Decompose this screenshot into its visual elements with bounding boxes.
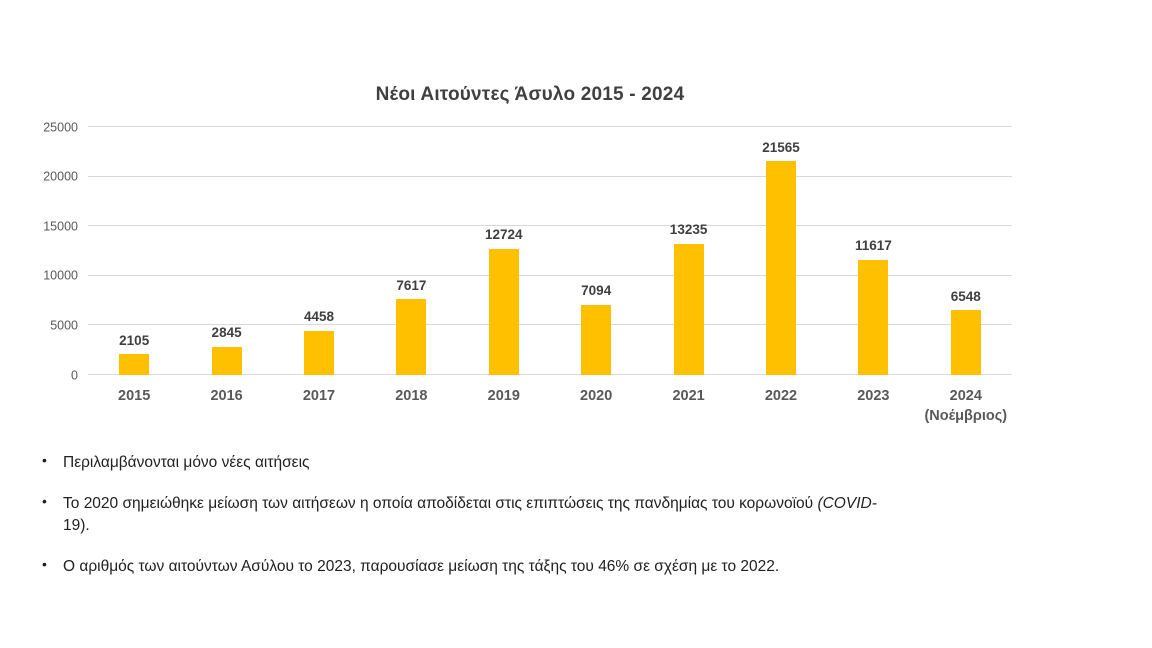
category-label: 2022 xyxy=(765,388,797,405)
category-label-year: 2023 xyxy=(857,388,890,404)
bar xyxy=(673,243,704,375)
gridline xyxy=(88,324,1012,326)
category-label-year: 2018 xyxy=(395,388,428,404)
category-label: 2019 xyxy=(488,388,520,405)
bar xyxy=(950,310,981,375)
bar-slot: 4458 2017 xyxy=(273,127,365,404)
bar xyxy=(488,248,519,375)
value-label: 12724 xyxy=(485,227,523,243)
category-label: 2018 xyxy=(395,388,427,405)
notes-list: • Περιλαμβάνονται μόνο νέες αιτήσεις • Τ… xyxy=(40,452,1130,598)
bar-slot: 2105 2015 xyxy=(88,127,180,404)
bar-slot: 21565 2022 xyxy=(735,127,827,404)
value-label: 13235 xyxy=(669,222,708,238)
gridline xyxy=(88,374,1012,375)
plot-area: 0 5000 10000 15000 20000 25000 2105 2015 2845 201… xyxy=(43,121,1012,424)
category-label-year: 2022 xyxy=(764,388,798,404)
bar-slot: 7094 2020 xyxy=(550,127,642,404)
bar xyxy=(303,330,334,375)
value-label: 7617 xyxy=(396,277,427,293)
value-label: 4458 xyxy=(303,309,335,325)
category-label-year: 2017 xyxy=(302,388,336,404)
y-tick-label: 15000 xyxy=(43,218,78,233)
gridline xyxy=(88,175,1012,177)
y-tick-label: 5000 xyxy=(50,318,78,333)
bar-slot: 12724 2019 xyxy=(458,127,550,404)
note-item: • Ο αριθμός των αιτούντων Ασύλου το 2023… xyxy=(40,556,1130,577)
y-tick-label: 0 xyxy=(71,367,78,382)
category-label-year: 2021 xyxy=(672,388,705,404)
gridline xyxy=(88,126,1012,127)
bar-slot: 2845 2016 xyxy=(180,127,272,404)
bar-slot: 11617 2023 xyxy=(827,127,919,404)
note-text: 19). xyxy=(63,516,90,534)
note-item: • Περιλαμβάνονται μόνο νέες αιτήσεις xyxy=(40,452,1130,473)
category-label: 2023 xyxy=(857,388,889,405)
bar xyxy=(858,259,889,375)
category-label-year: 2016 xyxy=(210,388,243,404)
value-label: 2105 xyxy=(119,332,150,348)
bar xyxy=(396,299,427,375)
chart-title: Νέοι Αιτούντες Άσυλο 2015 - 2024 xyxy=(375,84,685,105)
y-tick-label: 10000 xyxy=(43,268,78,283)
category-label-year: 2024 xyxy=(949,388,982,404)
category-label: 2021 xyxy=(672,388,704,405)
note-item: • Το 2020 σημειώθηκε μείωση των αιτήσεων… xyxy=(40,493,1130,536)
category-label: 2024 (Νοέμβριος) xyxy=(924,388,1007,424)
bullet-icon: • xyxy=(42,556,47,573)
bar-slot: 6548 2024 (Νοέμβριος) xyxy=(920,127,1012,424)
bullet-icon: • xyxy=(42,452,47,468)
category-label-year: 2019 xyxy=(487,388,520,404)
bar xyxy=(765,161,796,375)
bar xyxy=(119,354,150,375)
value-label: 7094 xyxy=(581,283,612,299)
value-label: 11617 xyxy=(854,238,892,254)
note-text-italic: (COVID- xyxy=(817,495,877,513)
category-label-sub: (Νοέμβριος) xyxy=(924,407,1008,424)
category-label: 2016 xyxy=(210,388,242,405)
value-label: 6548 xyxy=(950,288,981,304)
category-label: 2017 xyxy=(303,388,335,405)
bar-slot: 13235 2021 xyxy=(642,127,734,404)
y-tick-label: 20000 xyxy=(43,169,78,184)
category-label-year: 2020 xyxy=(580,388,613,404)
bar xyxy=(211,346,242,375)
y-tick-label: 25000 xyxy=(43,119,78,134)
note-text: Ο αριθμός των αιτούντων Ασύλου το 2023, … xyxy=(63,558,780,576)
note-text: Περιλαμβάνονται μόνο νέες αιτήσεις xyxy=(63,454,310,471)
gridline xyxy=(88,225,1012,227)
category-label-year: 2015 xyxy=(118,388,151,404)
value-label: 2845 xyxy=(211,325,242,341)
bar xyxy=(581,304,612,375)
bar-slot: 7617 2018 xyxy=(365,127,457,404)
gridline xyxy=(88,274,1012,276)
category-label: 2020 xyxy=(580,388,612,405)
value-label: 21565 xyxy=(762,139,800,155)
bullet-icon: • xyxy=(42,493,47,510)
category-label: 2015 xyxy=(118,388,150,405)
note-text: Το 2020 σημειώθηκε μείωση των αιτήσεων η… xyxy=(63,495,818,513)
